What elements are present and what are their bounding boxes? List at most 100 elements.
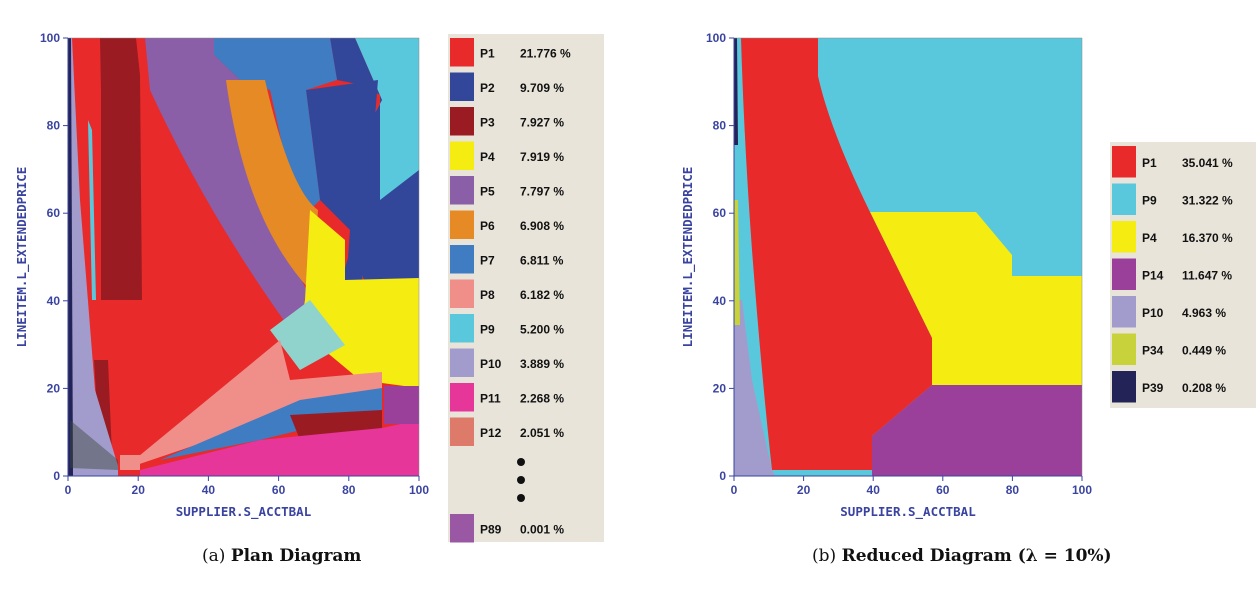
- legend-plan-label: P14: [1142, 268, 1164, 282]
- legend-ellipsis-dot: [517, 476, 525, 484]
- x-tick-label: 80: [342, 483, 356, 497]
- legend-plan-label: P12: [480, 426, 502, 440]
- legend-percent-label: 5.200 %: [520, 322, 564, 336]
- x-tick-label: 100: [409, 483, 429, 497]
- caption-b-title: Reduced Diagram (λ = 10%): [841, 546, 1112, 566]
- y-tick-label: 60: [713, 206, 727, 220]
- legend-percent-label: 21.776 %: [520, 46, 571, 60]
- plan-diagram-panel: 0 20 40 60 80 100 0 20 40 60 80 100 SUPPLIER.S_ACCTB…: [14, 31, 604, 543]
- caption-a-title: Plan Diagram: [230, 546, 362, 566]
- legend-a: P1 21.776 % P2 9.709 % P3 7.927 % P4 7.919 % P5 7…: [448, 34, 604, 543]
- caption-b-prefix: (b): [812, 546, 837, 566]
- y-tick-label: 40: [713, 294, 727, 308]
- legend-plan-label: P4: [480, 150, 495, 164]
- legend-swatch: [1112, 183, 1136, 215]
- legend-percent-label: 6.908 %: [520, 219, 564, 233]
- reduced-diagram-regions: [734, 38, 1082, 476]
- legend-plan-label: P4: [1142, 231, 1157, 245]
- x-tick-label: 40: [867, 483, 881, 497]
- y-axis-label: LINEITEM.L_EXTENDEDPRICE: [14, 167, 30, 348]
- y-tick-label: 80: [47, 119, 61, 133]
- legend-percent-label: 6.811 %: [520, 253, 564, 267]
- legend-plan-label: P39: [1142, 381, 1164, 395]
- legend-swatch: [1112, 371, 1136, 403]
- caption-a: (a) Plan Diagram: [202, 546, 361, 566]
- y-tick-label: 60: [47, 206, 61, 220]
- legend-plan-label: P11: [480, 391, 501, 405]
- legend-percent-label: 6.182 %: [520, 288, 564, 302]
- legend-plan-label: P10: [480, 357, 502, 371]
- plan-diagram-regions: [68, 38, 419, 476]
- x-tick-label: 100: [1072, 483, 1092, 497]
- legend-percent-label: 0.001 %: [520, 522, 564, 536]
- legend-b: P1 35.041 % P9 31.322 % P4 16.370 % P14 11.647 …: [1110, 142, 1256, 408]
- region-p10: [68, 38, 118, 476]
- legend-plan-label: P2: [480, 81, 495, 95]
- legend-swatch: [450, 107, 474, 136]
- x-tick-label: 20: [797, 483, 811, 497]
- region-p10: [734, 300, 775, 476]
- legend-plan-label: P8: [480, 288, 495, 302]
- region-thin-left: [68, 38, 73, 476]
- region-p2: [330, 38, 419, 310]
- legend-swatch: [450, 383, 474, 412]
- legend-percent-label: 11.647 %: [1182, 268, 1232, 282]
- legend-plan-label: P34: [1142, 343, 1164, 357]
- region-sliver-b: [120, 455, 140, 470]
- x-tick-label: 80: [1006, 483, 1020, 497]
- legend-swatch: [1112, 221, 1136, 253]
- legend-plan-label: P89: [480, 522, 502, 536]
- x-axis-label: SUPPLIER.S_ACCTBAL: [176, 504, 312, 520]
- legend-swatch: [450, 72, 474, 101]
- x-tick-label: 0: [731, 483, 738, 497]
- legend-swatch: [450, 210, 474, 239]
- y-tick-label: 100: [40, 31, 60, 45]
- region-p7: [214, 38, 337, 220]
- y-tick-label: 20: [47, 381, 61, 395]
- legend-percent-label: 3.889 %: [520, 357, 564, 371]
- y-tick-label: 0: [53, 469, 60, 483]
- region-p4: [870, 212, 1082, 385]
- x-tick-label: 60: [936, 483, 950, 497]
- legend-swatch: [1112, 146, 1136, 178]
- legend-swatch: [450, 38, 474, 67]
- legend-plan-label: P6: [480, 219, 495, 233]
- legend-plan-label: P1: [480, 46, 495, 60]
- legend-percent-label: 16.370 %: [1182, 231, 1233, 245]
- legend-percent-label: 0.449 %: [1182, 343, 1226, 357]
- y-tick-label: 20: [713, 381, 727, 395]
- legend-ellipsis-dot: [517, 494, 525, 502]
- legend-percent-label: 2.051 %: [520, 426, 564, 440]
- legend-percent-label: 2.268 %: [520, 391, 564, 405]
- region-p14: [872, 385, 1082, 476]
- legend-swatch: [450, 141, 474, 170]
- legend-percent-label: 4.963 %: [1182, 306, 1226, 320]
- x-tick-label: 60: [272, 483, 286, 497]
- region-p11: [140, 420, 419, 476]
- legend-swatch: [1112, 333, 1136, 365]
- legend-swatch: [1112, 296, 1136, 328]
- legend-swatch: [450, 245, 474, 274]
- region-p39: [734, 38, 738, 145]
- legend-plan-label: P9: [480, 322, 495, 336]
- y-tick-label: 80: [713, 119, 727, 133]
- axes-b: 0 20 40 60 80 100 0 20 40 60 80 100 SUPPLIER.S_ACCTB…: [680, 31, 1092, 520]
- legend-swatch: [450, 417, 474, 446]
- y-axis-label: LINEITEM.L_EXTENDEDPRICE: [680, 167, 696, 348]
- legend-ellipsis-dot: [517, 458, 525, 466]
- y-tick-label: 100: [706, 31, 726, 45]
- legend-plan-label: P7: [480, 253, 495, 267]
- legend-plan-label: P1: [1142, 156, 1157, 170]
- legend-percent-label: 9.709 %: [520, 81, 564, 95]
- y-tick-label: 40: [47, 294, 61, 308]
- x-tick-label: 0: [65, 483, 72, 497]
- legend-swatch: [450, 314, 474, 343]
- reduced-diagram-panel: 0 20 40 60 80 100 0 20 40 60 80 100 SUPPLIER.S_ACCTB…: [680, 31, 1256, 520]
- axes-a: 0 20 40 60 80 100 0 20 40 60 80 100 SUPPLIER.S_ACCTB…: [14, 31, 429, 520]
- caption-b: (b) Reduced Diagram (λ = 10%): [812, 546, 1112, 566]
- x-axis-label: SUPPLIER.S_ACCTBAL: [840, 504, 976, 520]
- region-p89: [384, 386, 419, 424]
- region-sliver-c: [70, 420, 118, 470]
- legend-swatch: [450, 514, 474, 543]
